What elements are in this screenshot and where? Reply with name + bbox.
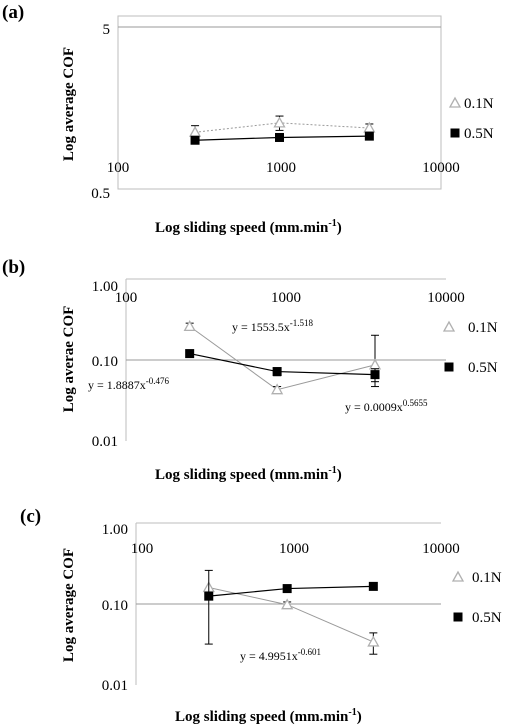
- panel-c-equation-0.1N: y = 4.9951x-0.601: [240, 647, 321, 663]
- panel-c-legend-0.5N: 0.5N: [472, 610, 502, 626]
- panel-a-xtick-100: 100: [107, 160, 130, 176]
- panel-b-legend-0.5N: 0.5N: [468, 360, 498, 376]
- panel-a-legend-square-marker: [450, 128, 460, 138]
- point-0.5N: [282, 584, 292, 594]
- error-bar: [204, 569, 213, 645]
- panel-a-ylabel: Log average COF: [61, 47, 77, 161]
- panel-c-legend-0.1N: 0.1N: [472, 570, 502, 586]
- panel-a-series: [188, 115, 376, 145]
- point-0.5N: [190, 135, 200, 145]
- panel-b-xlabel: Log sliding speed (mm.min-1): [155, 465, 342, 483]
- point-0.1N: [183, 320, 196, 332]
- panel-b-legend-triangle-marker: [442, 320, 456, 332]
- point-0.5N: [275, 132, 284, 142]
- panel-c-xtick-100: 100: [131, 541, 154, 557]
- panel-c-legend-triangle-marker: [451, 570, 465, 582]
- point-0.1N: [188, 125, 202, 137]
- legend-square: [450, 128, 460, 138]
- point-0.1N: [368, 358, 382, 370]
- panel-a-xtick-10000: 10000: [422, 160, 460, 176]
- panel-c-legend-square-marker: [453, 612, 463, 622]
- panel-c-xtick-10000: 10000: [422, 541, 460, 557]
- panel-b-ytick-0.10: 0.10: [92, 354, 118, 370]
- legend-triangle: [448, 96, 462, 108]
- panel-a-legend-0.5N: 0.5N: [464, 126, 494, 142]
- panel-c-legend: 0.1N 0.5N: [451, 570, 502, 626]
- point-0.5N: [364, 131, 374, 141]
- panel-b-ytick-0.01: 0.01: [92, 434, 118, 450]
- panel-a-legend-triangle-marker: [448, 96, 462, 108]
- panel-a-xlabel: Log sliding speed (mm.min-1): [155, 218, 342, 236]
- point-0.5N: [370, 370, 380, 380]
- panel-c-series: [202, 569, 380, 655]
- panel-a-legend-0.1N: 0.1N: [464, 96, 494, 112]
- panel-b-label: (b): [2, 257, 25, 278]
- panel-b-legend-0.1N: 0.1N: [468, 320, 498, 336]
- point-0.5N: [204, 591, 214, 601]
- panel-b-xtick-1000: 1000: [271, 290, 301, 306]
- panel-c-xtick-1000: 1000: [279, 541, 309, 557]
- series-0.1N-line: [189, 325, 376, 391]
- panel-b-xtick-100: 100: [115, 290, 138, 306]
- point-0.1N: [367, 635, 380, 647]
- panel-c-label: (c): [20, 506, 41, 527]
- point-0.1N: [273, 116, 286, 128]
- panel-b-ytick-1.00: 1.00: [92, 279, 118, 295]
- panel-b-legend: 0.1N 0.5N: [442, 320, 498, 376]
- point-0.5N: [185, 349, 195, 359]
- panel-b: (b) 1.00 0.10 0.01 100 1000 10000 Log av…: [2, 257, 498, 483]
- panel-b-equation-trend: y = 0.0009x0.5655: [345, 398, 428, 414]
- legend-square: [444, 362, 454, 372]
- panel-b-series: [183, 320, 382, 395]
- panel-a-legend: 0.1N 0.5N: [448, 96, 494, 142]
- panel-c-ytick-0.01: 0.01: [102, 678, 128, 694]
- panel-a-xtick-1000: 1000: [266, 160, 296, 176]
- panel-a-label: (a): [2, 2, 24, 23]
- panel-b-xtick-10000: 10000: [427, 290, 465, 306]
- panel-c-ytick-1.00: 1.00: [102, 522, 128, 538]
- panel-b-legend-square-marker: [444, 362, 454, 372]
- panel-c-ytick-0.10: 0.10: [102, 598, 128, 614]
- panel-b-equation-0.1N: y = 1553.5x-1.518: [232, 318, 314, 334]
- legend-square: [453, 612, 463, 622]
- panel-c-ylabel: Log average COF: [61, 548, 77, 662]
- point-0.5N: [368, 581, 378, 591]
- panel-c-xlabel: Log sliding speed (mm.min-1): [175, 707, 362, 725]
- series-0.1N-line: [208, 586, 374, 643]
- panel-a-ytick-0.5: 0.5: [91, 186, 110, 202]
- legend-triangle: [442, 320, 456, 332]
- panel-a: (a) 5 0.5 100 1000 10000 Log average COF…: [2, 2, 494, 236]
- point-0.1N: [271, 383, 284, 395]
- panel-b-equation-0.5N: y = 1.8887x-0.476: [88, 376, 170, 392]
- panel-c: (c) 1.00 0.10 0.01 100 1000 10000 Log av…: [20, 506, 502, 725]
- legend-triangle: [451, 570, 465, 582]
- panel-b-ylabel: Log averae COF: [61, 306, 77, 413]
- panel-a-frame: [117, 15, 442, 190]
- point-0.1N: [281, 598, 294, 610]
- point-0.5N: [272, 367, 282, 377]
- panel-a-ytick-5: 5: [103, 22, 111, 38]
